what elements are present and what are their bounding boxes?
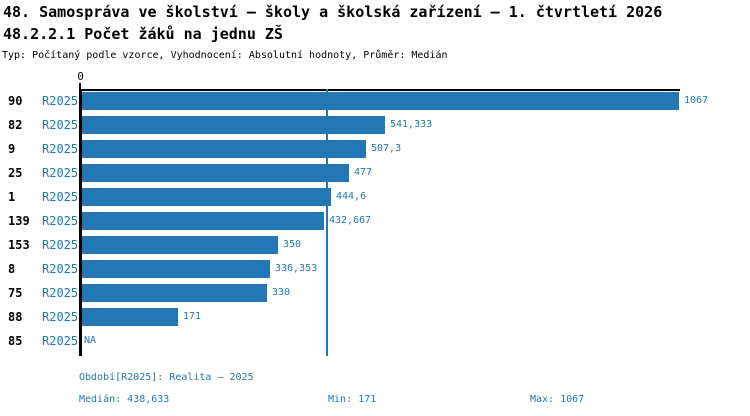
period-link[interactable]: R2025	[42, 238, 79, 252]
chart-row: 153 R2025 350	[0, 236, 750, 254]
territory-id-label: 1	[8, 190, 16, 204]
axis-zero-label: 0	[77, 70, 84, 83]
value-label: 541,333	[390, 119, 433, 130]
median-stat: Medián: 438,633	[79, 394, 170, 405]
value-bar[interactable]	[82, 260, 270, 278]
territory-id-label: 139	[8, 214, 30, 228]
y-axis-line	[79, 89, 82, 356]
value-label: 1067	[684, 95, 709, 106]
chart-row: 90 R2025 1067	[0, 92, 750, 110]
chart-row: 82 R2025 541,333	[0, 116, 750, 134]
value-label: 477	[354, 167, 373, 178]
value-label: 330	[272, 287, 291, 298]
territory-id-label: 8	[8, 262, 16, 276]
period-link[interactable]: R2025	[42, 214, 79, 228]
value-bar[interactable]	[82, 116, 385, 134]
territory-id-label: 153	[8, 238, 30, 252]
period-link[interactable]: R2025	[42, 118, 79, 132]
value-label: 336,353	[275, 263, 318, 274]
territory-id-label: 75	[8, 286, 23, 300]
period-link[interactable]: R2025	[42, 190, 79, 204]
period-link[interactable]: R2025	[42, 142, 79, 156]
value-bar[interactable]	[82, 212, 324, 230]
value-bar[interactable]	[82, 140, 366, 158]
axis-tick	[79, 83, 81, 89]
period-link[interactable]: R2025	[42, 334, 79, 348]
chart-row: 1 R2025 444,6	[0, 188, 750, 206]
chart-row: 85 R2025 NA	[0, 332, 750, 350]
value-label: 350	[283, 239, 302, 250]
min-stat: Min: 171	[328, 394, 377, 405]
value-label: 432,667	[329, 215, 372, 226]
value-bar[interactable]	[82, 92, 679, 110]
chart-row: 139 R2025 432,667	[0, 212, 750, 230]
period-info: Období[R2025]: Realita – 2025	[79, 372, 254, 383]
value-bar[interactable]	[82, 308, 178, 326]
value-label: NA	[84, 335, 97, 346]
x-axis-line	[79, 89, 680, 91]
value-bar[interactable]	[82, 188, 331, 206]
period-link[interactable]: R2025	[42, 94, 79, 108]
chart-row: 88 R2025 171	[0, 308, 750, 326]
territory-id-label: 82	[8, 118, 23, 132]
territory-id-label: 25	[8, 166, 23, 180]
value-label: 507,3	[371, 143, 402, 154]
indicator-subtitle: 48.2.2.1 Počet žáků na jednu ZŠ	[3, 25, 283, 43]
territory-id-label: 88	[8, 310, 23, 324]
period-link[interactable]: R2025	[42, 286, 79, 300]
value-bar[interactable]	[82, 164, 349, 182]
max-stat: Max: 1067	[530, 394, 585, 405]
page-title: 48. Samospráva ve školství – školy a ško…	[3, 3, 663, 21]
chart-row: 9 R2025 507,3	[0, 140, 750, 158]
chart-row: 8 R2025 336,353	[0, 260, 750, 278]
median-line	[326, 89, 328, 356]
period-link[interactable]: R2025	[42, 310, 79, 324]
value-bar[interactable]	[82, 236, 278, 254]
period-link[interactable]: R2025	[42, 262, 79, 276]
period-link[interactable]: R2025	[42, 166, 79, 180]
value-label: 444,6	[336, 191, 367, 202]
chart-row: 75 R2025 330	[0, 284, 750, 302]
territory-id-label: 9	[8, 142, 16, 156]
chart-row: 25 R2025 477	[0, 164, 750, 182]
value-bar[interactable]	[82, 284, 267, 302]
territory-id-label: 85	[8, 334, 23, 348]
indicator-meta: Typ: Počítaný podle vzorce, Vyhodnocení:…	[2, 50, 448, 61]
value-label: 171	[183, 311, 202, 322]
territory-id-label: 90	[8, 94, 23, 108]
